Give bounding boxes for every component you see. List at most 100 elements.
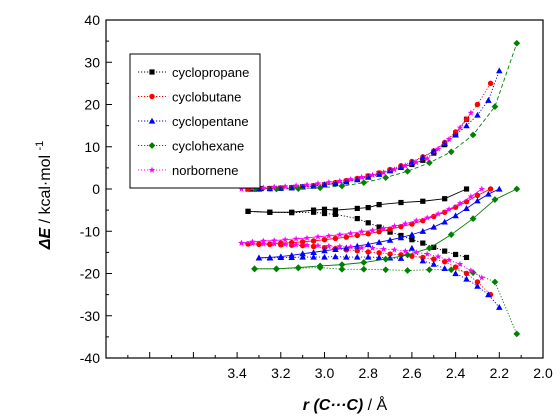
y-axis-unit-exponent: -1 [34,141,46,151]
y-tick-label: 40 [84,12,100,28]
cyclopentane-point [485,190,492,197]
legend-swatch-marker [149,69,155,75]
norbornene-point [478,274,486,281]
norbornene-point [314,233,322,240]
y-tick-label: -30 [80,308,100,324]
cyclopropane-point [365,220,371,226]
norbornene-point [369,171,376,178]
cyclopentane-point [430,223,437,230]
cyclopentane-point [474,282,481,289]
legend-label: cyclopentane [172,114,249,129]
cyclopentane-point [310,249,317,255]
norbornene-point [456,260,464,267]
cyclopentane-point [397,234,405,241]
cyclopentane-point [452,270,459,277]
cyclobutane-point [474,101,481,108]
cyclobutane-point [288,242,295,248]
cyclopentane-point [321,247,328,254]
legend: cyclopropane cyclobutane cyclopentane cyclo… [129,53,261,189]
cyclobutane-point [474,279,481,285]
y-tick-label: -10 [80,223,100,239]
cyclohexane-point [294,264,302,272]
cyclohexane-point [426,244,433,252]
cyclopentane-point [343,253,350,260]
norbornene-point [456,199,464,207]
norbornene-point [238,185,245,192]
cyclopentane-point [299,253,306,260]
cyclopentane-point [430,260,437,267]
cyclobutane-point [278,242,284,248]
cyclopropane-point [409,237,415,243]
cyclohexane-point [426,266,433,274]
norbornene-point [478,185,486,192]
norbornene-point [380,245,387,252]
cyclopentane-point [364,173,372,180]
cyclopropane-point [453,251,459,258]
cyclopentane-point [288,254,295,261]
cyclohexane-point [513,330,521,338]
norbornene-point [281,236,289,243]
cyclopentane-point [375,238,383,245]
norbornene-point [391,166,398,173]
cyclopentane-point [310,253,317,260]
cyclopentane-point [463,205,470,212]
norbornene-point [369,244,376,251]
cyclohexane-point [404,167,411,175]
cyclopentane-point [452,212,459,219]
cyclohexane-point [360,179,368,187]
cyclopropane-point [442,196,448,202]
cyclopentane-point [343,178,350,185]
x-axis-unit: / Å [368,395,388,414]
cyclopentane-curve-solid [258,188,500,259]
y-tick-label: -40 [80,350,100,366]
norbornene-point [292,182,300,189]
norbornene-point [380,169,387,176]
cyclopentane-point [419,154,427,160]
cyclopropane-point [245,208,251,214]
cyclopentane-point [419,257,427,264]
cyclohexane-point [491,103,499,110]
cyclopentane-point [364,253,372,260]
cyclopropane-point [420,240,426,246]
norbornene-point [413,249,420,256]
cyclohexane-point [404,251,411,259]
norbornene-point [434,210,442,217]
cyclobutane-point [487,80,494,87]
y-tick-label: -20 [80,266,100,282]
cyclobutane-point [474,192,481,199]
cyclobutane-point [321,236,328,243]
norbornene-point [467,109,475,116]
cyclopentane-point [474,197,481,204]
cyclohexane-point [382,174,390,181]
cyclobutane-point [441,258,448,265]
cyclopentane-point [343,244,350,251]
cyclopropane-point [420,198,426,204]
x-tick-label: 3.2 [271,365,291,381]
norbornene-point [423,155,431,162]
cyclobutane-point [310,243,317,250]
norbornene-point [402,162,409,169]
cyclopropane-point [463,186,470,192]
cyclobutane-point [452,264,459,270]
legend-swatch-marker [148,142,156,149]
series-cyclohexane [251,39,521,338]
cyclohexane-point [469,131,477,139]
norbornene-point [467,193,475,200]
norbornene-point [336,177,344,184]
cyclobutane-point [332,235,339,242]
cyclobutane-point [299,242,306,249]
cyclobutane-point [376,250,382,256]
cyclohexane-point [491,196,499,203]
cyclobutane-point [452,204,459,210]
norbornene-point [271,183,278,190]
cyclobutane-point [376,228,382,235]
cyclopentane-point [408,231,416,238]
cyclopentane-point [452,131,459,138]
cyclohexane-curve-dotted [254,267,518,335]
norbornene-point [314,180,322,187]
norbornene-point [347,229,354,237]
cyclopropane-point [332,207,339,213]
norbornene-point [303,241,311,248]
cyclopentane-point [266,185,274,192]
cyclobutane-point [299,239,306,245]
